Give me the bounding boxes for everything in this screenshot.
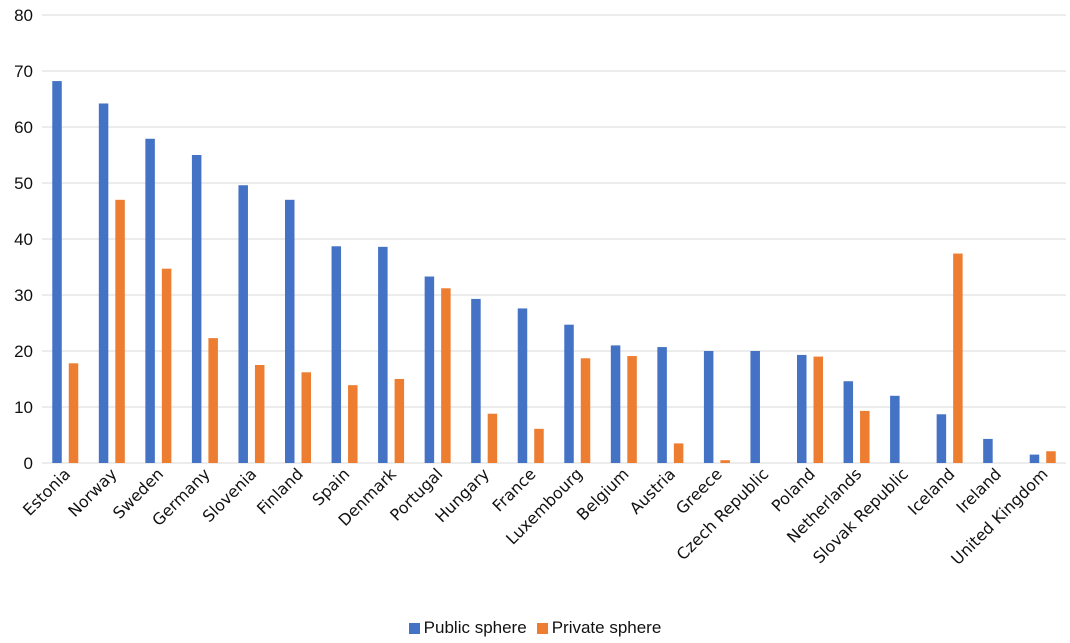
bar-private [394, 379, 405, 463]
bar-private [860, 410, 870, 463]
bar-public [285, 199, 295, 464]
bar-public [145, 138, 155, 463]
bar-private [348, 385, 358, 463]
legend-swatch-public [408, 622, 420, 634]
bar-public [610, 345, 621, 463]
y-tick-label: 70 [14, 62, 33, 81]
bar-private [953, 253, 963, 463]
bar-private [161, 268, 172, 463]
legend-swatch-private [536, 622, 548, 634]
bar-public [564, 324, 574, 463]
y-tick-label: 50 [14, 174, 33, 193]
x-axis-labels: EstoniaNorwaySwedenGermanySloveniaFinlan… [19, 464, 1052, 569]
bar-private [813, 356, 823, 463]
bar-public [378, 246, 388, 463]
bar-public [424, 276, 435, 463]
y-tick-label: 20 [14, 342, 33, 361]
x-tick-label: Austria [626, 464, 679, 517]
bar-public [936, 414, 947, 463]
y-tick-label: 0 [24, 454, 33, 473]
bar-public [98, 103, 109, 463]
bar-private [580, 358, 591, 463]
legend: Public sphere Private sphere [0, 618, 1070, 638]
legend-label-public: Public sphere [423, 618, 527, 637]
bar-private [254, 365, 265, 463]
bar-private [534, 428, 544, 463]
bar-private [301, 372, 311, 463]
bar-public [191, 155, 202, 463]
bar-private [673, 443, 684, 463]
y-axis-ticks: 0 10 20 30 40 50 60 70 80 [14, 6, 33, 473]
bar-private [1046, 451, 1056, 463]
bar-private [487, 413, 498, 463]
bar-public [983, 438, 993, 463]
x-tick-label: Belgium [573, 464, 633, 524]
bar-public [797, 354, 807, 463]
y-tick-label: 10 [14, 398, 33, 417]
bar-private [720, 460, 730, 463]
bar-public [657, 347, 667, 463]
bar-private [115, 199, 125, 464]
y-tick-label: 60 [14, 118, 33, 137]
y-tick-label: 30 [14, 286, 33, 305]
bar-private [441, 288, 451, 463]
bar-public [843, 381, 854, 463]
bar-private [208, 338, 218, 463]
bar-public [331, 246, 342, 463]
bar-public [238, 185, 248, 464]
bar-public [703, 351, 714, 463]
bars [52, 81, 1056, 464]
bar-public [1029, 454, 1040, 463]
y-tick-label: 40 [14, 230, 33, 249]
x-tick-label: Finland [253, 464, 307, 518]
legend-label-private: Private sphere [551, 618, 662, 637]
bar-private [68, 363, 79, 463]
bar-public [750, 351, 760, 463]
bar-public [52, 81, 62, 463]
legend-item-public: Public sphere [408, 618, 527, 638]
legend-item-private: Private sphere [536, 618, 662, 638]
bar-public [471, 298, 481, 463]
bar-public [517, 308, 528, 463]
y-tick-label: 80 [14, 6, 33, 25]
bar-public [890, 395, 900, 463]
x-tick-label: Iceland [904, 464, 958, 518]
x-tick-label: Spain [308, 464, 353, 509]
bar-private [627, 356, 637, 463]
